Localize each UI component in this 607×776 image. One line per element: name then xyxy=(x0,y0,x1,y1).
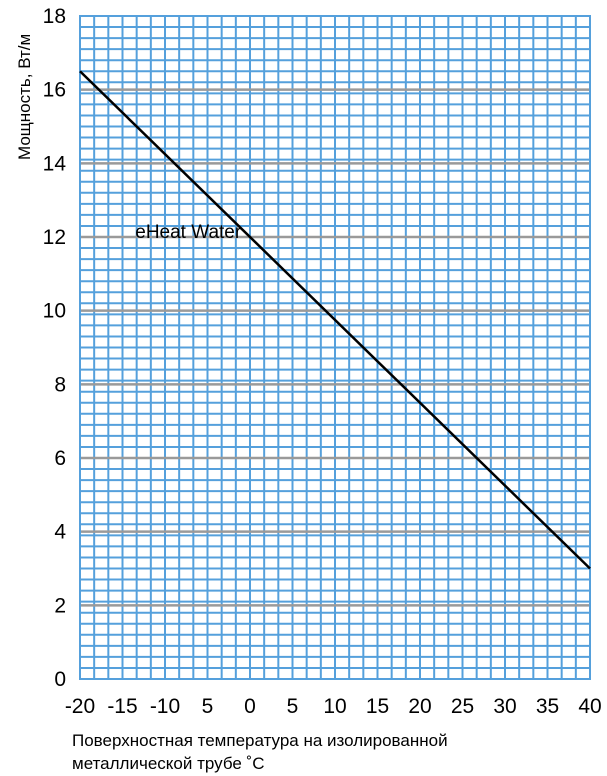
x-tick-label: -20 xyxy=(65,695,95,718)
y-tick-label: 0 xyxy=(54,668,66,691)
x-axis-label-line-1: Поверхностная температура на изолированн… xyxy=(72,731,448,750)
y-axis-ticks: 0 2 4 6 8 10 12 14 16 18 xyxy=(43,5,67,691)
x-tick-label: 30 xyxy=(493,695,516,718)
major-grid xyxy=(80,88,590,607)
x-tick-label: 5 xyxy=(202,695,214,718)
series-line xyxy=(79,70,591,570)
series-lines xyxy=(79,70,591,570)
series-annotation: eHeat Water xyxy=(135,222,242,243)
y-tick-label: 10 xyxy=(43,300,66,323)
x-tick-label: 10 xyxy=(323,695,346,718)
x-tick-label: 0 xyxy=(244,695,256,718)
x-axis-ticks: -20 -15 -10 5 0 5 10 15 20 25 30 35 40 xyxy=(65,695,602,718)
plot-frame xyxy=(79,15,591,680)
y-tick-label: 4 xyxy=(54,521,66,544)
x-tick-label: -15 xyxy=(107,695,137,718)
x-tick-label: 35 xyxy=(536,695,559,718)
x-tick-label: -10 xyxy=(150,695,180,718)
x-tick-label: 20 xyxy=(408,695,431,718)
minor-grid xyxy=(80,16,590,679)
x-tick-label: 5 xyxy=(287,695,299,718)
x-tick-label: 40 xyxy=(578,695,601,718)
x-tick-label: 15 xyxy=(366,695,389,718)
y-tick-label: 12 xyxy=(43,226,66,249)
y-tick-label: 2 xyxy=(54,594,66,617)
y-tick-label: 18 xyxy=(43,5,66,28)
y-axis-label: Мощность, Вт/м xyxy=(15,34,34,160)
y-tick-label: 16 xyxy=(43,79,66,102)
y-tick-label: 8 xyxy=(54,373,66,396)
y-tick-label: 14 xyxy=(43,152,67,175)
x-tick-label: 25 xyxy=(451,695,474,718)
x-axis-label-line-2: металлической трубе ˚C xyxy=(72,754,264,773)
y-tick-label: 6 xyxy=(54,447,66,470)
